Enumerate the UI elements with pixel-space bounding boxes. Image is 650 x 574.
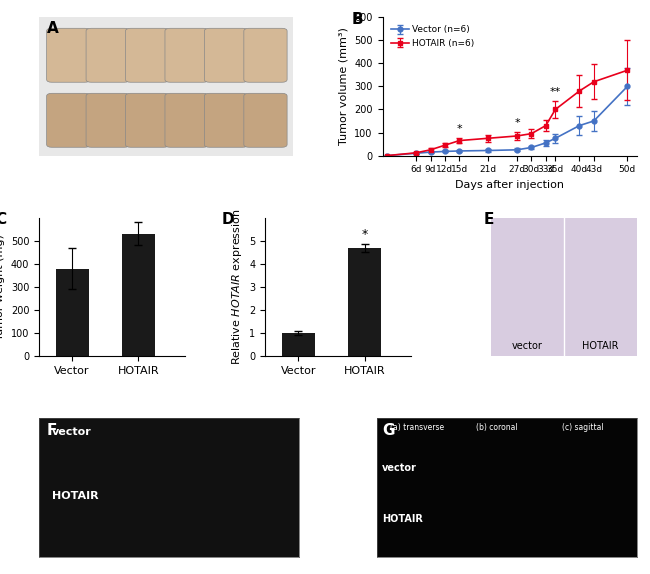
Text: *: * [514,118,520,127]
Legend: Vector (n=6), HOTAIR (n=6): Vector (n=6), HOTAIR (n=6) [387,22,478,52]
FancyBboxPatch shape [244,28,287,82]
FancyBboxPatch shape [86,28,129,82]
Text: HOTAIR: HOTAIR [582,342,619,351]
Text: E: E [484,212,494,227]
FancyBboxPatch shape [125,28,169,82]
Text: vector: vector [382,463,417,473]
Text: C: C [0,212,6,227]
Text: D: D [221,212,234,227]
Text: *: * [456,123,462,134]
Text: (c) sagittal: (c) sagittal [562,422,603,432]
FancyBboxPatch shape [204,94,248,148]
Text: F: F [47,422,57,437]
FancyBboxPatch shape [165,28,208,82]
Y-axis label: Relative $HOTAIR$ expression: Relative $HOTAIR$ expression [229,209,244,365]
Text: (b) coronal: (b) coronal [476,422,517,432]
Text: vector: vector [512,342,543,351]
Y-axis label: Tumor weight (mg): Tumor weight (mg) [0,234,5,340]
Bar [122,234,155,356]
Text: A: A [47,21,58,36]
Text: (a) transverse: (a) transverse [390,422,444,432]
FancyBboxPatch shape [47,28,90,82]
FancyBboxPatch shape [86,94,129,148]
Text: G: G [382,422,395,437]
Bar [55,269,88,356]
FancyBboxPatch shape [125,94,169,148]
Text: HOTAIR: HOTAIR [52,491,99,501]
Text: vector: vector [52,427,92,437]
Y-axis label: Tumor volume (mm³): Tumor volume (mm³) [339,28,349,145]
Text: *: * [361,228,368,241]
Bar [281,333,315,356]
X-axis label: Days after injection: Days after injection [455,180,564,190]
Text: HOTAIR: HOTAIR [382,514,423,524]
FancyBboxPatch shape [165,94,208,148]
FancyBboxPatch shape [47,94,90,148]
FancyBboxPatch shape [244,94,287,148]
Text: **: ** [550,87,561,97]
Bar [348,248,381,356]
FancyBboxPatch shape [204,28,248,82]
Text: B: B [352,11,363,26]
